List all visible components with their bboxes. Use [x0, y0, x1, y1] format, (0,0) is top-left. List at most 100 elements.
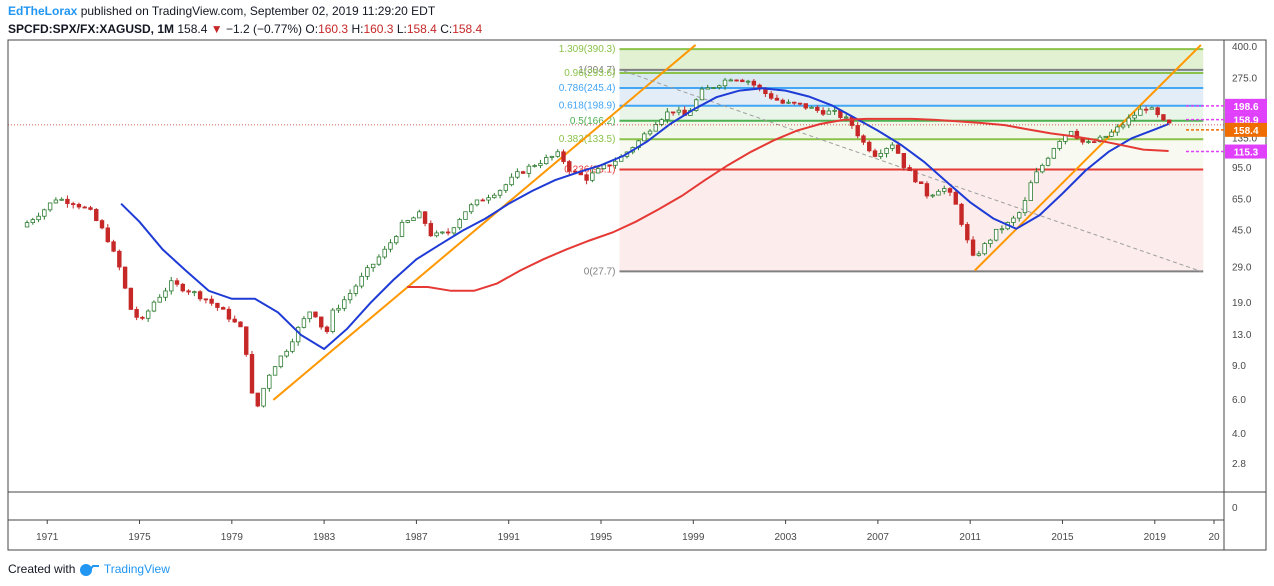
price-tag-label: 115.3 — [1234, 148, 1259, 159]
candle-body — [849, 116, 855, 126]
candle-body — [728, 79, 733, 82]
candle-body — [797, 102, 803, 105]
candle-body — [140, 316, 145, 319]
author-link[interactable]: EdTheLorax — [8, 4, 78, 18]
y-tick-label: 19.0 — [1232, 298, 1252, 309]
price-tag — [1225, 122, 1267, 137]
candle-body — [613, 160, 618, 166]
candle-body — [526, 165, 532, 174]
candle-body — [445, 231, 451, 234]
candle-body — [36, 215, 41, 221]
candle-body — [255, 392, 260, 407]
candle-body — [734, 79, 739, 82]
y-tick-label: 13.0 — [1232, 330, 1252, 341]
time-axis[interactable]: 1971 1975 1979 1983 1987 1991 1995 1999 2003 2007… — [36, 520, 1220, 543]
candle-body — [1126, 117, 1132, 126]
fib-zone — [619, 69, 1204, 73]
candle-body — [901, 152, 907, 168]
y-tick-label: 95.0 — [1232, 163, 1252, 174]
candle-body — [659, 119, 664, 125]
candle-body — [417, 211, 422, 219]
close-value: 158.4 — [452, 22, 483, 36]
candle-body — [867, 141, 872, 152]
price-tag — [1225, 144, 1267, 159]
candle-body — [65, 198, 70, 204]
candle-body — [174, 280, 180, 285]
candle-body — [376, 256, 382, 265]
candle-body — [249, 354, 255, 394]
symbol-header: SPCFD:SPX/FX:XAGUSD, 1M 158.4 ▼ −1.2 (−0… — [8, 22, 482, 36]
y-tick-label: 275.0 — [1232, 73, 1257, 84]
chart-frame — [7, 39, 1267, 551]
candle-body — [965, 224, 970, 241]
candle-body — [365, 267, 370, 277]
x-tick-label: 20 — [1208, 532, 1220, 543]
candle-body — [959, 203, 964, 225]
candle-body — [1017, 212, 1022, 219]
candle-body — [399, 221, 405, 237]
y-tick-label: 65.0 — [1232, 195, 1252, 206]
trendline[interactable] — [272, 44, 697, 401]
created-with-text: Created with — [8, 562, 76, 576]
trendline[interactable] — [623, 70, 1202, 272]
candle-body — [1132, 114, 1137, 119]
candle-body — [988, 239, 993, 245]
fib-levels[interactable]: 1.309(390.3) 1(304.7)0.96(293.6) 0.786(245… — [559, 44, 1204, 277]
close-label: C: — [440, 22, 453, 36]
candle-body — [434, 232, 439, 237]
price-tag — [1225, 98, 1267, 113]
candle-body — [861, 135, 866, 143]
x-tick-label: 2011 — [959, 532, 981, 543]
y-tick-label: 29.0 — [1232, 263, 1252, 274]
y-tick-label: 6.0 — [1232, 395, 1246, 406]
candle-body — [717, 85, 722, 88]
trendlines[interactable] — [272, 44, 1202, 401]
candle-body — [509, 176, 514, 186]
candle-body — [1166, 119, 1172, 124]
trendline[interactable] — [974, 44, 1202, 272]
candle-body — [474, 199, 480, 206]
candle-body — [953, 191, 958, 205]
candle-body — [722, 79, 728, 87]
candle-body — [642, 133, 647, 142]
low-label: L: — [396, 22, 407, 36]
fib-zone — [619, 105, 1204, 121]
candle-body — [855, 125, 860, 137]
candle-body — [1092, 141, 1097, 144]
candle-body — [1028, 182, 1033, 201]
candle-body — [1155, 107, 1160, 116]
candle-body — [1138, 108, 1143, 116]
candle-body — [647, 130, 653, 135]
fib-zone — [619, 49, 1204, 70]
candle-body — [503, 184, 509, 191]
candle-body — [53, 199, 59, 204]
price-change: −1.2 (−0.77%) — [225, 22, 303, 36]
candle-body — [232, 318, 237, 323]
y-tick-label: 4.0 — [1232, 429, 1246, 440]
symbol-name[interactable]: SPCFD:SPX/FX:XAGUSD, 1M — [8, 22, 175, 36]
candle-body — [820, 110, 826, 115]
tradingview-brand[interactable]: TradingView — [103, 562, 170, 576]
candle-body — [890, 144, 895, 149]
candle-body — [169, 280, 174, 292]
candle-body — [238, 321, 243, 328]
candle-body — [261, 387, 266, 407]
candle-body — [918, 181, 924, 184]
candle-body — [440, 231, 445, 234]
candle-body — [520, 171, 526, 174]
candle-body — [924, 183, 930, 197]
candle-body — [786, 101, 791, 104]
candle-body — [895, 144, 901, 154]
candle-body — [1161, 114, 1166, 121]
candle-body — [993, 228, 999, 241]
publish-header: EdTheLorax published on TradingView.com,… — [8, 4, 435, 18]
candle-body — [970, 239, 976, 256]
candle-body — [411, 217, 416, 221]
candle-body — [244, 326, 249, 355]
moving-average-line — [407, 117, 1169, 292]
candle-body — [342, 299, 347, 309]
candle-body — [1109, 131, 1114, 137]
candle-body — [47, 202, 53, 211]
